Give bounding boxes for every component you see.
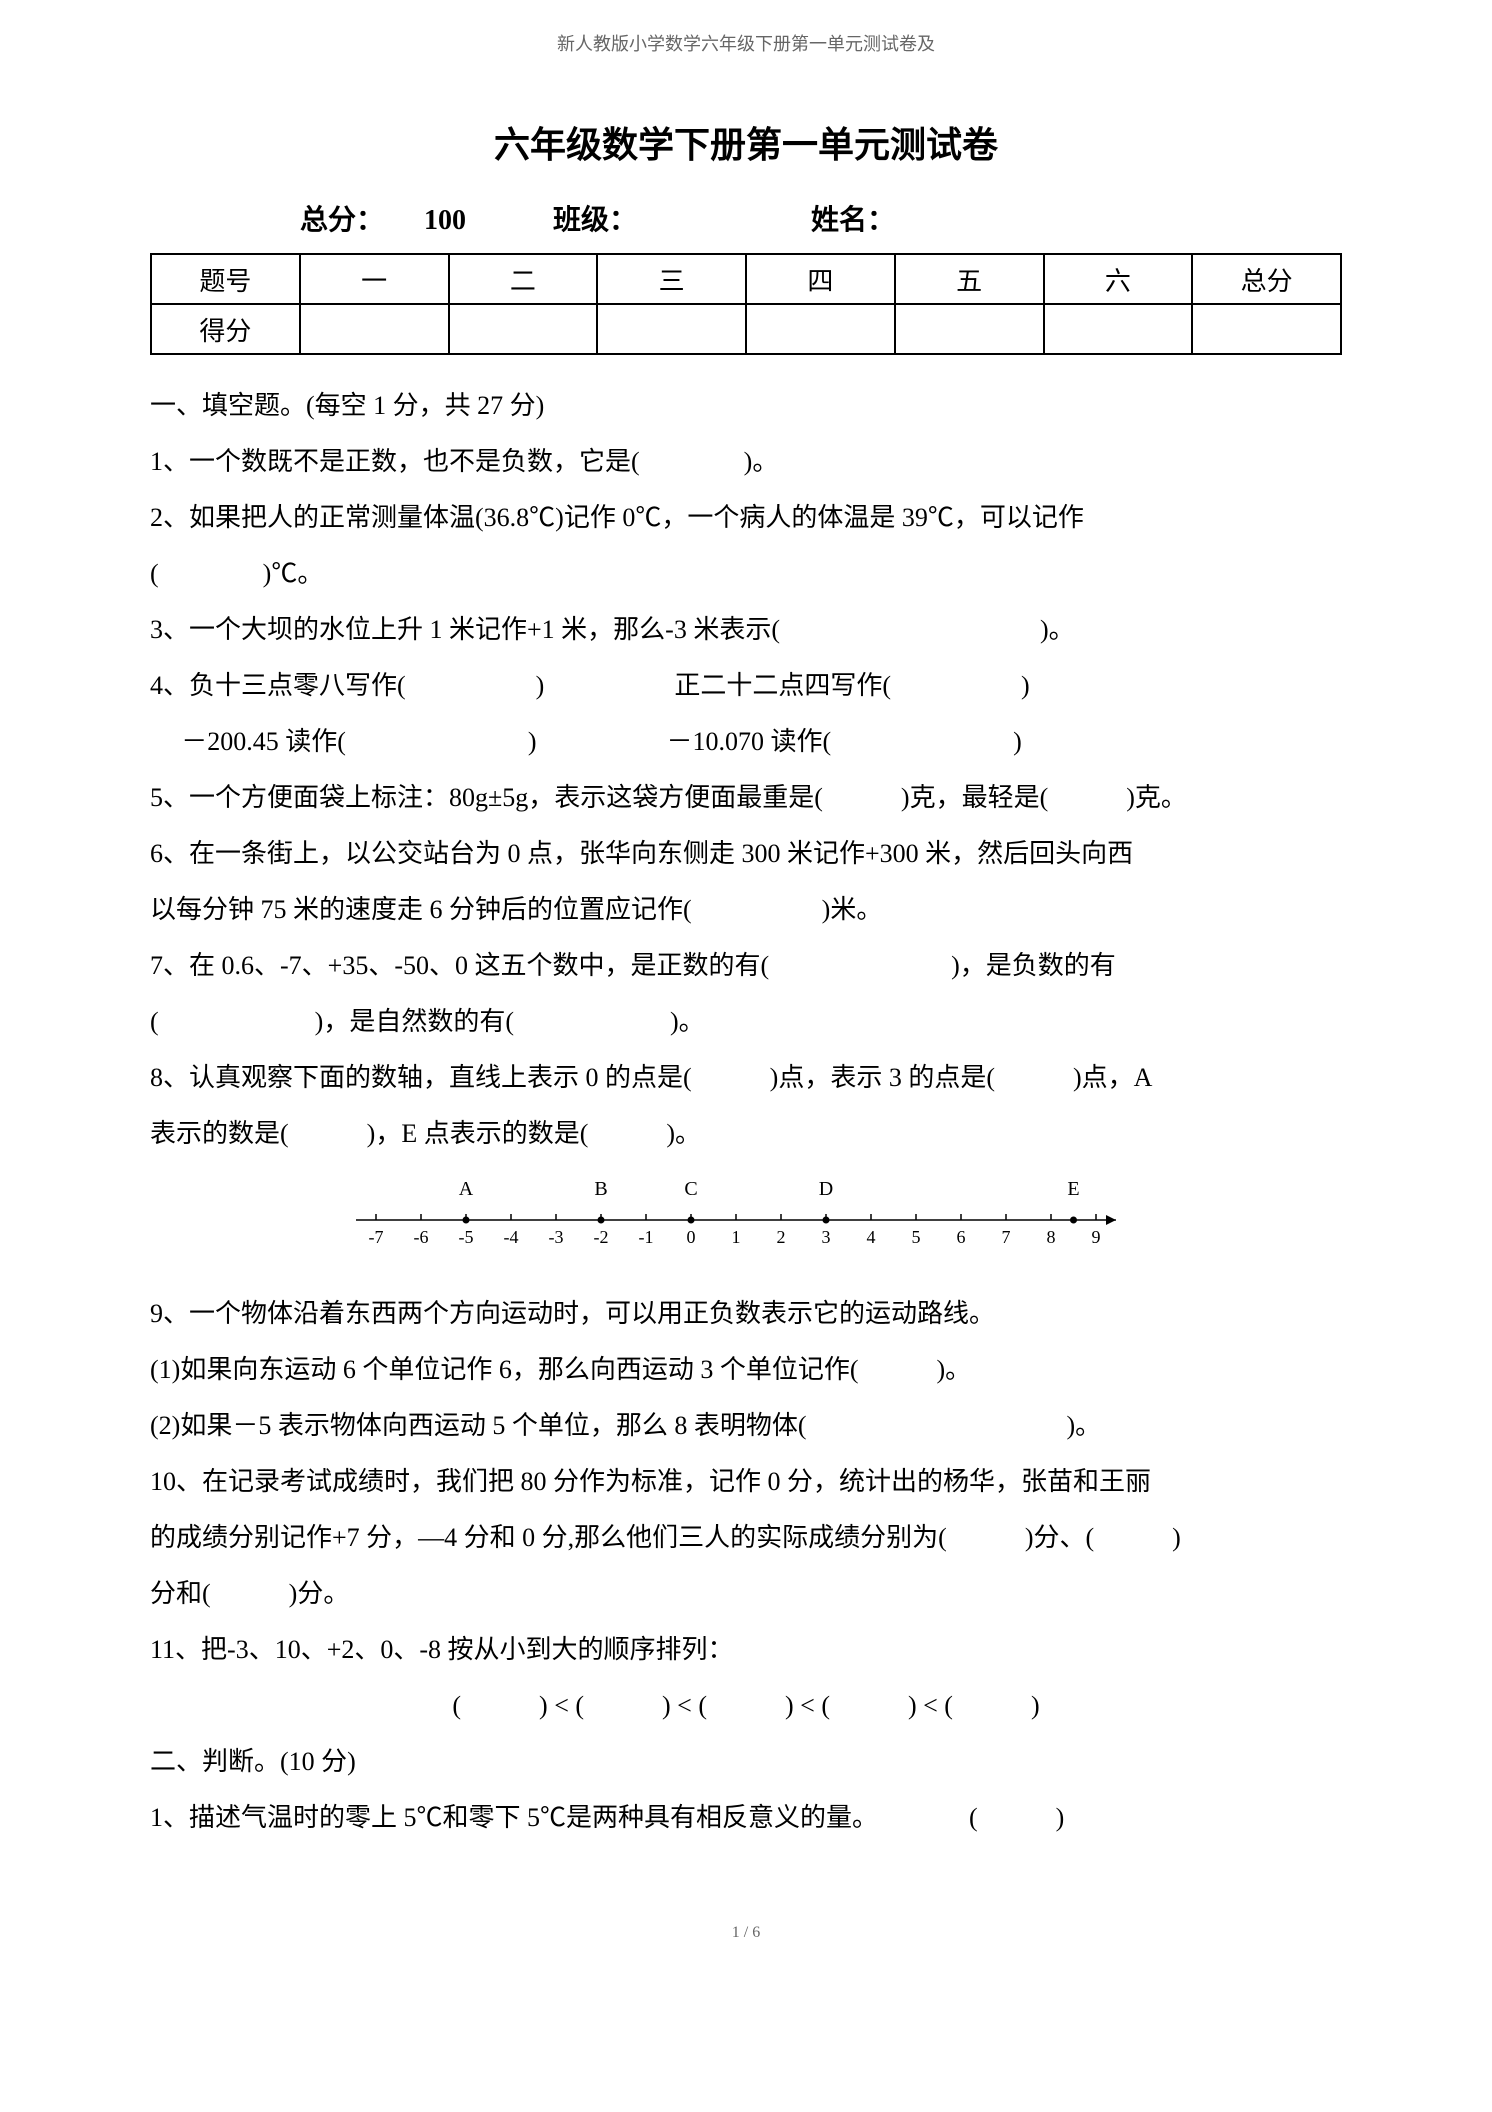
table-cell	[1192, 304, 1341, 354]
total-score-label: 总分：100	[300, 198, 506, 238]
class-label: 班级：	[553, 198, 637, 238]
svg-text:-6: -6	[414, 1227, 429, 1247]
table-cell: 六	[1044, 254, 1193, 304]
table-cell: 三	[597, 254, 746, 304]
table-cell	[1044, 304, 1193, 354]
table-cell: 四	[746, 254, 895, 304]
question-text: 3、一个大坝的水位上升 1 米记作+1 米，那么-3 米表示( )。	[150, 604, 1342, 656]
svg-text:-2: -2	[594, 1227, 609, 1247]
table-row: 得分	[151, 304, 1341, 354]
svg-text:-5: -5	[459, 1227, 474, 1247]
table-cell: 五	[895, 254, 1044, 304]
question-text: 表示的数是( )，E 点表示的数是( )。	[150, 1108, 1342, 1160]
info-line: 总分：100 班级： 姓名：	[150, 198, 1342, 238]
section-title: 一、填空题。(每空 1 分，共 27 分)	[150, 380, 1342, 432]
question-text: ( )℃。	[150, 548, 1342, 600]
question-text: －200.45 读作( ) －10.070 读作( )	[150, 716, 1342, 768]
table-cell	[895, 304, 1044, 354]
table-cell	[300, 304, 449, 354]
svg-text:E: E	[1067, 1178, 1079, 1200]
question-text: 6、在一条街上，以公交站台为 0 点，张华向东侧走 300 米记作+300 米，…	[150, 828, 1342, 880]
question-text: 2、如果把人的正常测量体温(36.8℃)记作 0℃，一个病人的体温是 39℃，可…	[150, 492, 1342, 544]
svg-text:-3: -3	[549, 1227, 564, 1247]
question-text: 8、认真观察下面的数轴，直线上表示 0 的点是( )点，表示 3 的点是( )点…	[150, 1052, 1342, 1104]
svg-text:-4: -4	[504, 1227, 519, 1247]
question-text: 7、在 0.6、-7、+35、-50、0 这五个数中，是正数的有( )，是负数的…	[150, 940, 1342, 992]
svg-text:A: A	[459, 1178, 474, 1200]
question-text: (1)如果向东运动 6 个单位记作 6，那么向西运动 3 个单位记作( )。	[150, 1344, 1342, 1396]
table-cell: 题号	[151, 254, 300, 304]
svg-text:B: B	[594, 1178, 607, 1200]
document-header: 新人教版小学数学六年级下册第一单元测试卷及	[150, 30, 1342, 56]
question-text: 以每分钟 75 米的速度走 6 分钟后的位置应记作( )米。	[150, 884, 1342, 936]
table-cell	[597, 304, 746, 354]
number-line-diagram: -7 -6 -5 -4 -3 -2 -1 0 1 2 3 4 5 6 7 8 9 A B C D E	[150, 1175, 1342, 1273]
svg-text:2: 2	[777, 1227, 786, 1247]
number-line-svg: -7 -6 -5 -4 -3 -2 -1 0 1 2 3 4 5 6 7 8 9 A B C D E	[336, 1175, 1156, 1255]
svg-text:9: 9	[1092, 1227, 1101, 1247]
question-text: 5、一个方便面袋上标注：80g±5g，表示这袋方便面最重是( )克，最轻是( )…	[150, 772, 1342, 824]
table-cell: 一	[300, 254, 449, 304]
question-text: ( ) < ( ) < ( ) < ( ) < ( )	[150, 1680, 1342, 1732]
table-cell: 总分	[1192, 254, 1341, 304]
content-body: 一、填空题。(每空 1 分，共 27 分) 1、一个数既不是正数，也不是负数，它…	[150, 380, 1342, 1844]
question-text: 4、负十三点零八写作( ) 正二十二点四写作( )	[150, 660, 1342, 712]
name-label: 姓名：	[811, 198, 895, 238]
svg-text:5: 5	[912, 1227, 921, 1247]
svg-text:-1: -1	[639, 1227, 654, 1247]
question-text: 的成绩分别记作+7 分，—4 分和 0 分,那么他们三人的实际成绩分别为( )分…	[150, 1512, 1342, 1564]
table-cell: 得分	[151, 304, 300, 354]
question-text: 11、把-3、10、+2、0、-8 按从小到大的顺序排列：	[150, 1624, 1342, 1676]
question-text: ( )，是自然数的有( )。	[150, 996, 1342, 1048]
svg-text:7: 7	[1002, 1227, 1011, 1247]
svg-text:6: 6	[957, 1227, 966, 1247]
section-title: 二、判断。(10 分)	[150, 1736, 1342, 1788]
question-text: 分和( )分。	[150, 1568, 1342, 1620]
question-text: (2)如果－5 表示物体向西运动 5 个单位，那么 8 表明物体( )。	[150, 1400, 1342, 1452]
question-text: 10、在记录考试成绩时，我们把 80 分作为标准，记作 0 分，统计出的杨华，张…	[150, 1456, 1342, 1508]
question-text: 1、一个数既不是正数，也不是负数，它是( )。	[150, 436, 1342, 488]
document-title: 六年级数学下册第一单元测试卷	[150, 116, 1342, 168]
question-text: 9、一个物体沿着东西两个方向运动时，可以用正负数表示它的运动路线。	[150, 1288, 1342, 1340]
svg-text:3: 3	[822, 1227, 831, 1247]
svg-text:1: 1	[732, 1227, 741, 1247]
table-cell	[746, 304, 895, 354]
table-cell: 二	[449, 254, 598, 304]
svg-text:C: C	[684, 1178, 697, 1200]
svg-text:D: D	[819, 1178, 833, 1200]
svg-text:4: 4	[867, 1227, 876, 1247]
table-row: 题号 一 二 三 四 五 六 总分	[151, 254, 1341, 304]
svg-text:-7: -7	[369, 1227, 384, 1247]
question-text: 1、描述气温时的零上 5℃和零下 5℃是两种具有相反意义的量。 ( )	[150, 1792, 1342, 1844]
svg-text:8: 8	[1047, 1227, 1056, 1247]
svg-text:0: 0	[687, 1227, 696, 1247]
page-number: 1 / 6	[150, 1924, 1342, 1942]
score-table: 题号 一 二 三 四 五 六 总分 得分	[150, 253, 1342, 355]
table-cell	[449, 304, 598, 354]
